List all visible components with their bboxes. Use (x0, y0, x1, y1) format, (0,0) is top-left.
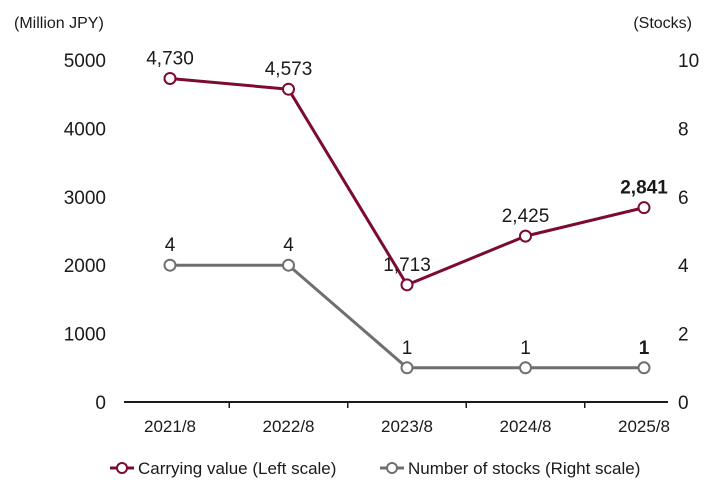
data-point (637, 201, 651, 215)
legend-circle-marker (386, 462, 398, 474)
x-axis-tick-labels: 2021/8 2022/8 2023/8 2024/8 2025/8 (144, 402, 670, 436)
right-tick-label: 10 (678, 51, 699, 72)
series-carrying-value: 4,730 4,573 1,713 2,425 2,841 (146, 48, 668, 292)
data-point (282, 258, 295, 272)
data-point (282, 82, 295, 96)
series-layer: 4,730 4,573 1,713 2,425 2,841 4 4 1 1 1 (146, 48, 668, 375)
legend-item: Number of stocks (Right scale) (380, 459, 640, 478)
data-point (519, 229, 532, 243)
data-point (400, 278, 414, 292)
data-label: 1,713 (383, 255, 431, 276)
data-label: 4,730 (146, 48, 194, 69)
data-label: 4,573 (265, 59, 313, 80)
right-axis-unit: (Stocks) (633, 15, 692, 32)
legend-item: Carrying value (Left scale) (110, 459, 336, 478)
data-point (637, 361, 651, 375)
left-tick-label: 0 (95, 393, 106, 414)
left-tick-label: 1000 (64, 325, 106, 346)
data-label: 4 (283, 235, 294, 256)
data-label: 1 (402, 338, 413, 359)
data-label: 2,841 (620, 178, 668, 199)
x-tick-label: 2025/8 (618, 417, 670, 436)
left-tick-label: 3000 (64, 188, 106, 209)
data-point (519, 361, 532, 375)
right-tick-label: 2 (678, 325, 689, 346)
data-point (163, 71, 177, 85)
data-label: 1 (639, 338, 650, 359)
x-tick-label: 2021/8 (144, 417, 196, 436)
right-tick-label: 4 (678, 256, 689, 277)
legend-circle-marker (116, 462, 128, 474)
x-tick-label: 2023/8 (381, 417, 433, 436)
right-axis-ticks: 0 2 4 6 8 10 (678, 51, 699, 414)
legend: Carrying value (Left scale) Number of sto… (110, 459, 640, 478)
left-axis-ticks: 0 1000 2000 3000 4000 5000 (64, 51, 106, 414)
data-label: 2,425 (502, 206, 550, 227)
x-tick-label: 2024/8 (500, 417, 552, 436)
data-point (400, 361, 414, 375)
right-tick-label: 6 (678, 188, 689, 209)
left-tick-label: 5000 (64, 51, 106, 72)
data-point (163, 258, 177, 272)
left-tick-label: 2000 (64, 256, 106, 277)
x-tick-label: 2022/8 (263, 417, 315, 436)
left-tick-label: 4000 (64, 119, 106, 140)
data-label: 1 (520, 338, 531, 359)
legend-label: Number of stocks (Right scale) (408, 459, 640, 478)
legend-label: Carrying value (Left scale) (138, 459, 336, 478)
right-tick-label: 0 (678, 393, 689, 414)
data-label: 4 (165, 235, 176, 256)
right-tick-label: 8 (678, 119, 689, 140)
left-axis-unit: (Million JPY) (14, 15, 104, 32)
series-number-of-stocks: 4 4 1 1 1 (163, 235, 651, 375)
